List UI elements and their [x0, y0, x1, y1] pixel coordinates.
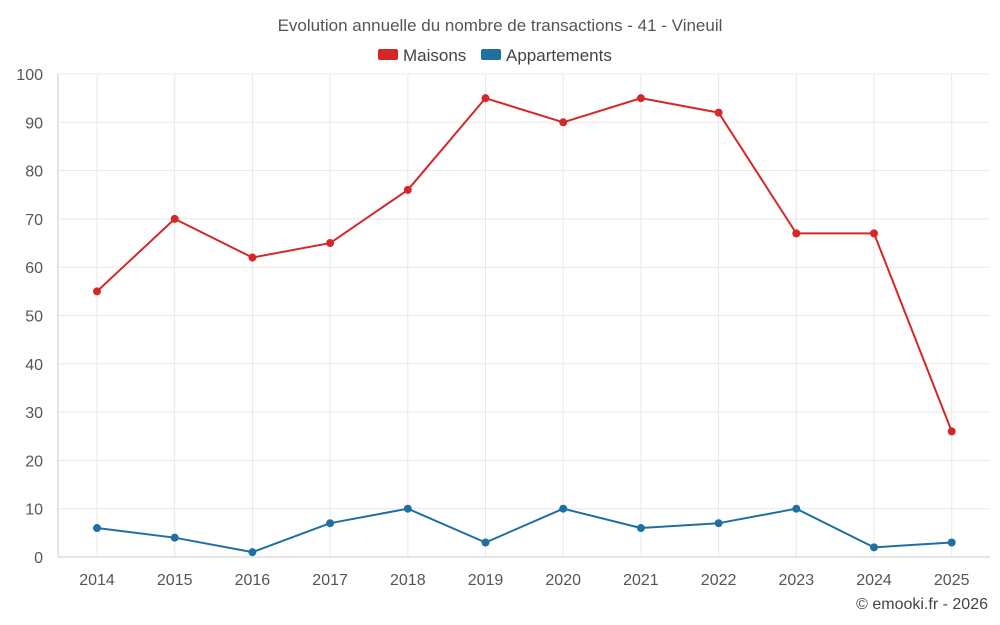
y-tick-label: 80	[25, 164, 43, 181]
credit-text: © emooki.fr - 2026	[856, 596, 988, 613]
data-point-maisons[interactable]	[481, 94, 490, 103]
x-tick-labels: 2014 2015 2016 2017 2018 2019 2020 2021 2022 2023…	[79, 572, 969, 589]
data-point-maisons[interactable]	[326, 239, 335, 248]
data-point-appartements[interactable]	[170, 533, 179, 542]
legend-label-maisons[interactable]: Maisons	[403, 46, 466, 65]
x-tick-label: 2024	[856, 572, 892, 589]
data-point-appartements[interactable]	[403, 504, 412, 513]
data-point-appartements[interactable]	[93, 524, 101, 533]
data-point-maisons[interactable]	[636, 94, 645, 103]
data-point-maisons[interactable]	[947, 427, 956, 436]
x-tick-label: 2015	[157, 572, 193, 589]
data-point-appartements[interactable]	[559, 504, 568, 513]
legend: Maisons Appartements	[378, 46, 612, 65]
x-tick-label: 2019	[468, 572, 504, 589]
y-tick-label: 100	[16, 67, 43, 84]
data-point-appartements[interactable]	[870, 543, 878, 552]
x-tick-label: 2014	[79, 572, 115, 589]
data-point-maisons[interactable]	[792, 229, 801, 238]
data-point-appartements[interactable]	[714, 519, 723, 528]
data-point-maisons[interactable]	[714, 108, 723, 117]
data-point-maisons[interactable]	[93, 287, 101, 296]
series	[93, 94, 956, 557]
series-appartements	[93, 504, 956, 557]
x-tick-label: 2022	[701, 572, 737, 589]
x-tick-label: 2021	[623, 572, 659, 589]
y-tick-label: 40	[25, 357, 43, 374]
y-tick-label: 70	[25, 212, 43, 229]
data-point-appartements[interactable]	[792, 504, 801, 513]
data-point-appartements[interactable]	[326, 519, 335, 528]
series-maisons	[93, 94, 956, 436]
series-line-maisons	[96, 97, 953, 432]
y-tick-label: 90	[25, 115, 43, 132]
data-point-maisons[interactable]	[248, 253, 257, 262]
legend-swatch-appartements	[481, 49, 501, 60]
y-tick-labels: 0 10 20 30 40 50 60 70 80 90 100	[16, 67, 43, 567]
x-tick-label: 2020	[545, 572, 581, 589]
data-point-appartements[interactable]	[248, 548, 257, 557]
y-tick-label: 0	[34, 550, 43, 567]
data-point-maisons[interactable]	[170, 214, 179, 223]
gridlines	[58, 73, 990, 557]
chart-title: Evolution annuelle du nombre de transact…	[278, 16, 723, 35]
data-point-appartements[interactable]	[947, 538, 956, 547]
data-point-maisons[interactable]	[559, 118, 568, 127]
y-tick-label: 50	[25, 309, 43, 326]
data-point-maisons[interactable]	[870, 229, 878, 238]
x-tick-label: 2025	[934, 572, 970, 589]
x-tick-label: 2023	[779, 572, 815, 589]
y-tick-label: 20	[25, 453, 43, 470]
x-tick-label: 2018	[390, 572, 426, 589]
y-tick-label: 60	[25, 260, 43, 277]
data-point-appartements[interactable]	[636, 524, 645, 533]
series-line-appartements	[96, 507, 952, 554]
legend-swatch-maisons	[378, 49, 398, 60]
x-tick-label: 2016	[235, 572, 271, 589]
axes	[57, 74, 990, 558]
data-point-maisons[interactable]	[403, 185, 412, 194]
x-tick-label: 2017	[312, 572, 348, 589]
y-tick-label: 10	[25, 502, 43, 519]
y-tick-label: 30	[25, 405, 43, 422]
legend-label-appartements[interactable]: Appartements	[506, 46, 612, 65]
data-point-appartements[interactable]	[481, 538, 490, 547]
